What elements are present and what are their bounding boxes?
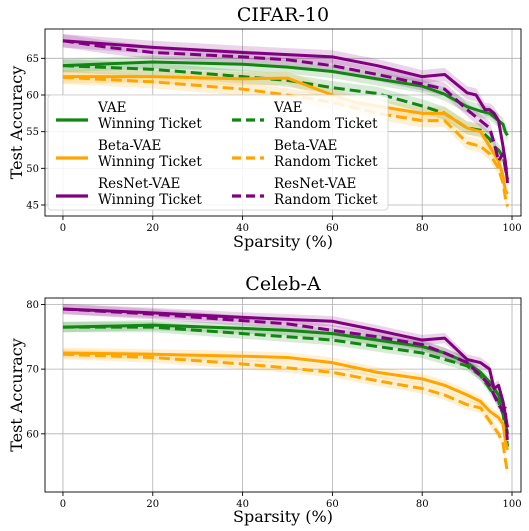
legend-label-model: VAE bbox=[97, 100, 126, 116]
series-band bbox=[62, 321, 508, 452]
chart-title: Celeb-A bbox=[245, 273, 321, 295]
y-tick-label: 80 bbox=[26, 300, 39, 311]
axes-frame bbox=[44, 297, 522, 493]
x-tick-label: 0 bbox=[60, 223, 66, 234]
legend-label-model: VAE bbox=[273, 100, 302, 116]
y-tick-label: 55 bbox=[26, 127, 39, 138]
series-line bbox=[62, 323, 510, 435]
y-tick-label: 60 bbox=[26, 429, 39, 440]
series-band bbox=[62, 303, 508, 433]
series-line bbox=[62, 39, 509, 180]
x-axis-label: Sparsity (%) bbox=[233, 507, 333, 526]
x-tick-label: 40 bbox=[236, 223, 249, 234]
y-axis-label: Test Accuracy bbox=[7, 338, 26, 452]
series-band bbox=[62, 55, 508, 142]
series-line bbox=[62, 39, 510, 184]
series-band bbox=[62, 59, 508, 179]
axes-frame bbox=[44, 28, 522, 217]
legend-label-ticket: Winning Ticket bbox=[98, 154, 202, 170]
series-line bbox=[62, 307, 510, 444]
x-tick-label: 80 bbox=[416, 499, 429, 510]
legend-label-ticket: Random Ticket bbox=[274, 154, 378, 170]
legend-label-ticket: Winning Ticket bbox=[98, 192, 202, 208]
y-tick-label: 65 bbox=[26, 54, 39, 65]
legend-label-model: ResNet-VAE bbox=[98, 176, 180, 192]
x-tick-label: 60 bbox=[326, 499, 339, 510]
chart-panel-1: 0 20 40 60 80 100 60 70 80 Celeb-A Sparsity (%) Tes… bbox=[7, 273, 522, 526]
y-axis-label: Test Accuracy bbox=[7, 66, 26, 180]
legend-label-model: ResNet-VAE bbox=[274, 176, 356, 192]
x-axis-label: Sparsity (%) bbox=[233, 232, 333, 251]
legend-label-ticket: Random Ticket bbox=[274, 192, 378, 208]
y-tick-label: 45 bbox=[26, 201, 39, 212]
legend-label-ticket: Winning Ticket bbox=[98, 116, 202, 132]
series-line bbox=[62, 75, 509, 195]
series-line bbox=[62, 75, 509, 207]
series-line bbox=[62, 352, 510, 473]
series-band bbox=[62, 34, 508, 186]
x-tick-label: 40 bbox=[236, 499, 249, 510]
plot-area bbox=[62, 303, 510, 478]
x-tick-label: 100 bbox=[502, 499, 521, 510]
x-tick-label: 0 bbox=[60, 499, 66, 510]
series-band bbox=[62, 70, 508, 201]
series-line bbox=[62, 351, 509, 451]
series-line bbox=[62, 307, 510, 428]
y-tick-label: 50 bbox=[26, 164, 39, 175]
x-tick-label: 100 bbox=[502, 223, 521, 234]
x-tick-label: 20 bbox=[146, 499, 159, 510]
chart-title: CIFAR-10 bbox=[237, 4, 329, 26]
series-band bbox=[62, 349, 508, 478]
x-tick-label: 60 bbox=[326, 223, 339, 234]
chart-panel-0: 0 20 40 60 80 100 45 50 55 60 65 CIFAR-10 Sparsity (… bbox=[7, 4, 522, 251]
legend-box bbox=[47, 94, 389, 211]
legend-label-model: Beta-VAE bbox=[274, 138, 337, 154]
y-tick-label: 70 bbox=[26, 365, 39, 376]
series-line bbox=[62, 325, 510, 447]
series-band bbox=[62, 34, 508, 190]
x-tick-label: 80 bbox=[416, 223, 429, 234]
x-tick-label: 20 bbox=[146, 223, 159, 234]
legend-label-model: Beta-VAE bbox=[98, 138, 161, 154]
series-band bbox=[62, 303, 508, 449]
legend-label-ticket: Random Ticket bbox=[274, 116, 378, 132]
y-tick-label: 60 bbox=[26, 91, 39, 102]
